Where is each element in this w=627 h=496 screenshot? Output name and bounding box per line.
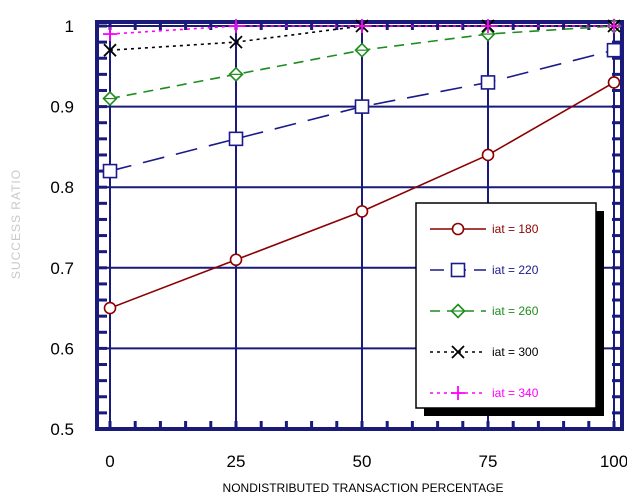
- series-2: [102, 42, 622, 179]
- y-tick-label: 0.8: [50, 178, 74, 197]
- y-tick-label: 0.9: [50, 98, 74, 117]
- data-point: [103, 27, 117, 42]
- legend-label: iat = 260: [492, 304, 539, 318]
- data-point: [102, 163, 118, 179]
- tick-labels: 0 25 50 75 100 0.5 0.6 0.7 0.8 0.9 1: [50, 17, 627, 471]
- data-point: [607, 19, 621, 33]
- plot-frame: [95, 20, 624, 431]
- data-point: [229, 19, 243, 33]
- data-point: [481, 148, 495, 162]
- x-tick-label: 25: [227, 452, 246, 471]
- legend-marker: [450, 303, 466, 319]
- legend-entry: iat = 180: [430, 222, 539, 236]
- legend-marker: [451, 386, 465, 400]
- y-tick-label: 0.6: [50, 339, 74, 358]
- series-3: [102, 18, 622, 107]
- data-point: [229, 253, 243, 267]
- data-point: [103, 301, 117, 315]
- x-tick-label: 0: [105, 452, 114, 471]
- data-point: [228, 131, 244, 147]
- data-point: [229, 35, 243, 49]
- data-point: [354, 42, 370, 58]
- legend-label: iat = 220: [492, 263, 539, 277]
- x-tick-label: 100: [600, 452, 627, 471]
- data-point: [480, 75, 496, 90]
- y-tick-label: 0.5: [50, 420, 74, 439]
- x-tick-label: 50: [353, 452, 372, 471]
- data-point: [355, 19, 369, 33]
- legend-entry: iat = 340: [430, 386, 539, 400]
- y-tick-label: 0.7: [50, 259, 74, 278]
- legend: iat = 180 iat = 220 iat = 260 iat = 300 iat …: [415, 202, 604, 416]
- legend-entry: iat = 260: [430, 303, 539, 319]
- y-axis-title: SUCCESS RATIO: [9, 169, 23, 279]
- series-group: [102, 18, 622, 315]
- x-axis-title: NONDISTRIBUTED TRANSACTION PERCENTAGE: [223, 481, 504, 495]
- legend-marker: [450, 262, 466, 278]
- data-point: [480, 26, 496, 42]
- data-point: [354, 99, 370, 114]
- y-tick-label: 1: [65, 17, 74, 36]
- series-1: [103, 76, 621, 315]
- legend-label: iat = 340: [492, 386, 539, 400]
- data-point: [607, 76, 621, 89]
- data-point: [103, 43, 117, 57]
- x-tick-label: 75: [479, 452, 498, 471]
- data-point: [481, 19, 495, 33]
- legend-entry: iat = 300: [430, 345, 539, 359]
- data-point: [355, 205, 369, 218]
- legend-entry: iat = 220: [430, 262, 539, 278]
- legend-marker: [451, 345, 465, 359]
- data-point: [228, 66, 244, 82]
- legend-box: [415, 202, 597, 409]
- data-point: [606, 42, 622, 58]
- legend-label: iat = 180: [492, 222, 539, 236]
- legend-marker: [451, 222, 465, 236]
- legend-label: iat = 300: [492, 345, 539, 359]
- series-5: [103, 19, 621, 42]
- data-point: [102, 90, 118, 107]
- series-line: [109, 49, 615, 172]
- plot-border: [95, 20, 624, 431]
